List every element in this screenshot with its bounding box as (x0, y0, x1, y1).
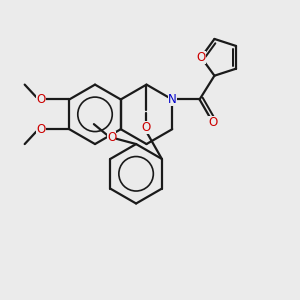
Text: O: O (208, 116, 218, 129)
Text: N: N (168, 93, 177, 106)
Text: O: O (36, 93, 46, 106)
Text: O: O (36, 123, 46, 136)
Text: O: O (142, 121, 151, 134)
Text: O: O (107, 131, 116, 144)
Text: O: O (196, 51, 206, 64)
